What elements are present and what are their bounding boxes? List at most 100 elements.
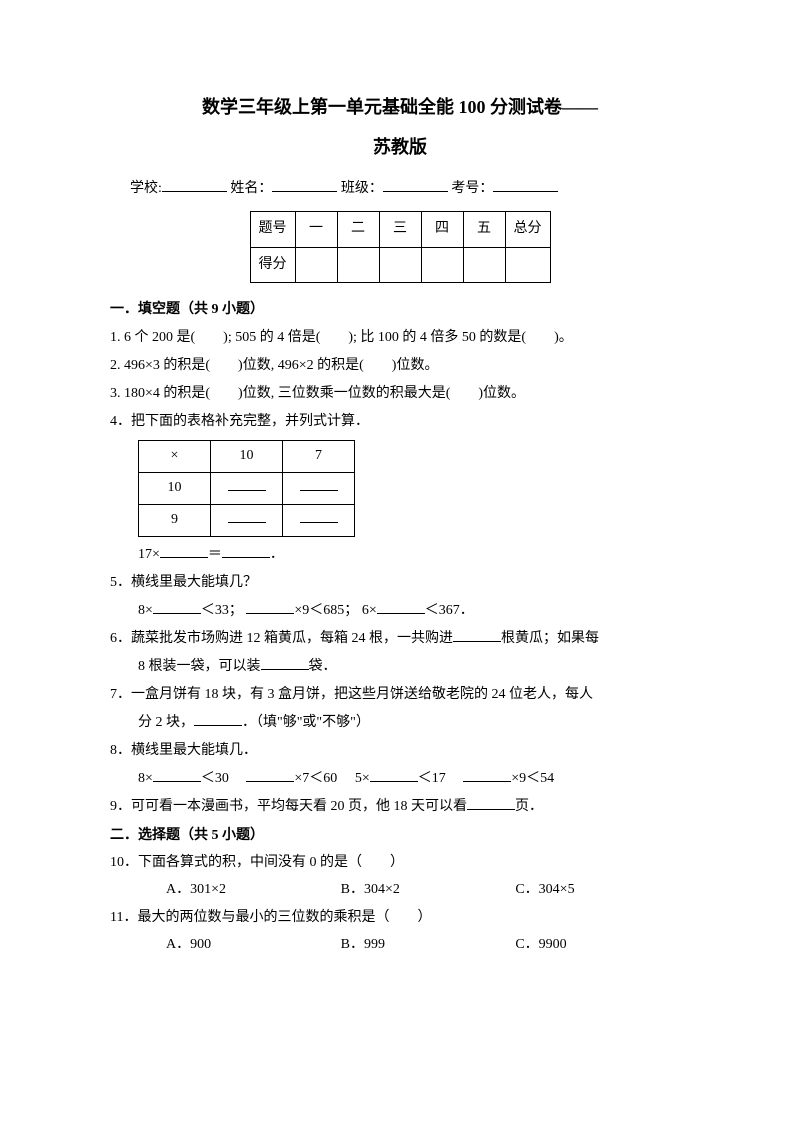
q10-b: B．304×2	[341, 877, 516, 904]
q8-p1end: ＜30	[201, 771, 243, 786]
blank	[194, 712, 242, 726]
class-blank	[383, 178, 448, 192]
q6-l1end: 根黄瓜；如果每	[501, 631, 599, 646]
table-row: 得分	[250, 247, 550, 283]
examno-blank	[493, 178, 558, 192]
table-row: 题号 一 二 三 四 五 总分	[250, 211, 550, 247]
row2-cell: 9	[139, 504, 211, 536]
q5-text: 5．横线里最大能填几？	[110, 569, 690, 597]
th-number: 题号	[250, 211, 295, 247]
q5-six: 6×	[362, 603, 377, 618]
blank-cell	[283, 504, 355, 536]
table-row: 9	[139, 504, 355, 536]
score-cell	[463, 247, 505, 283]
q1: 1. 6 个 200 是( ); 505 的 4 倍是( ); 比 100 的 …	[110, 324, 690, 352]
q4-table: × 10 7 10 9	[138, 440, 355, 537]
blank	[153, 600, 201, 614]
q8-p4end: ×9＜54	[511, 771, 554, 786]
expr-pre: 17×	[138, 547, 160, 562]
blank	[222, 544, 270, 558]
q10-a: A．301×2	[166, 877, 341, 904]
q7-l2pre: 分 2 块，	[138, 715, 194, 730]
th-one: 一	[295, 211, 337, 247]
th-total: 总分	[505, 211, 550, 247]
q4-expr: 17×＝．	[110, 541, 690, 569]
q4-text: 4．把下面的表格补充完整，并列式计算．	[110, 408, 690, 436]
score-label: 得分	[250, 247, 295, 283]
q5-line: 8× ＜33； ×9＜685； 6× ＜367．	[110, 597, 690, 625]
table-row: 10	[139, 472, 355, 504]
q10-text: 10．下面各算式的积，中间没有 0 的是（ ）	[110, 849, 690, 877]
blank	[377, 600, 425, 614]
blank-cell	[211, 472, 283, 504]
q7-line1: 7．一盒月饼有 18 块，有 3 盒月饼，把这些月饼送给敬老院的 24 位老人，…	[110, 681, 690, 709]
q5-lt33: ＜33；	[201, 603, 243, 618]
q6-l2pre: 8 根装一袋，可以装	[138, 659, 261, 674]
examno-label: 考号：	[451, 181, 493, 196]
q10-c: C．304×5	[515, 877, 690, 904]
q5-t9: ×9＜685；	[294, 603, 358, 618]
q11-a: A．900	[166, 932, 341, 959]
q9: 9．可可看一本漫画书，平均每天看 20 页，他 18 天可以看 页．	[110, 793, 690, 821]
th-four: 四	[421, 211, 463, 247]
q8-line: 8× ＜30 ×7＜60 5× ＜17 ×9＜54	[110, 765, 690, 793]
blank	[160, 544, 208, 558]
q6-l1: 6．蔬菜批发市场购进 12 箱黄瓜，每箱 24 根，一共购进	[110, 631, 453, 646]
q2: 2. 496×3 的积是( )位数, 496×2 的积是( )位数。	[110, 352, 690, 380]
info-line: 学校: 姓名： 班级： 考号：	[110, 176, 690, 203]
q11-options: A．900 B．999 C．9900	[110, 932, 690, 959]
q6: 6．蔬菜批发市场购进 12 箱黄瓜，每箱 24 根，一共购进 根黄瓜；如果每	[110, 625, 690, 653]
col1-cell: 10	[211, 440, 283, 472]
name-label: 姓名：	[230, 181, 272, 196]
q8-p3pre: 5×	[355, 771, 370, 786]
title-line1: 数学三年级上第一单元基础全能 100 分测试卷——	[110, 90, 690, 124]
mult-cell: ×	[139, 440, 211, 472]
q8-p1pre: 8×	[138, 771, 153, 786]
q8-p3end: ＜17	[418, 771, 460, 786]
q11-text: 11．最大的两位数与最小的三位数的乘积是（ ）	[110, 904, 690, 932]
q6-line2: 8 根装一袋，可以装 袋．	[110, 653, 690, 681]
blank	[370, 768, 418, 782]
q5-p1: 8×	[138, 603, 153, 618]
blank	[261, 656, 309, 670]
blank	[463, 768, 511, 782]
class-label: 班级：	[341, 181, 383, 196]
th-two: 二	[337, 211, 379, 247]
q9-pre: 9．可可看一本漫画书，平均每天看 20 页，他 18 天可以看	[110, 799, 467, 814]
blank	[467, 796, 515, 810]
q11-c: C．9900	[515, 932, 690, 959]
blank-cell	[283, 472, 355, 504]
q3: 3. 180×4 的积是( )位数, 三位数乘一位数的积最大是( )位数。	[110, 380, 690, 408]
school-label: 学校:	[130, 181, 162, 196]
q8-p2end: ×7＜60	[294, 771, 351, 786]
section1-header: 一．填空题（共 9 小题）	[110, 297, 690, 324]
q7-l2end: ．（填"够"或"不够"）	[242, 715, 370, 730]
q5-lt367: ＜367．	[425, 603, 474, 618]
blank	[153, 768, 201, 782]
q6-l2end: 袋．	[309, 659, 337, 674]
blank	[453, 628, 501, 642]
expr-end: ．	[270, 547, 284, 562]
q9-end: 页．	[515, 799, 543, 814]
q8-text: 8．横线里最大能填几．	[110, 737, 690, 765]
name-blank	[272, 178, 337, 192]
section2-header: 二．选择题（共 5 小题）	[110, 823, 690, 850]
blank	[246, 768, 294, 782]
row1-cell: 10	[139, 472, 211, 504]
q11-b: B．999	[341, 932, 516, 959]
school-blank	[162, 178, 227, 192]
score-cell	[505, 247, 550, 283]
score-cell	[379, 247, 421, 283]
score-cell	[295, 247, 337, 283]
table-row: × 10 7	[139, 440, 355, 472]
score-cell	[337, 247, 379, 283]
score-cell	[421, 247, 463, 283]
blank-cell	[211, 504, 283, 536]
q10-options: A．301×2 B．304×2 C．304×5	[110, 877, 690, 904]
col2-cell: 7	[283, 440, 355, 472]
th-three: 三	[379, 211, 421, 247]
title-line2: 苏教版	[110, 130, 690, 164]
score-table: 题号 一 二 三 四 五 总分 得分	[250, 211, 551, 283]
th-five: 五	[463, 211, 505, 247]
q7-line2: 分 2 块， ．（填"够"或"不够"）	[110, 709, 690, 737]
